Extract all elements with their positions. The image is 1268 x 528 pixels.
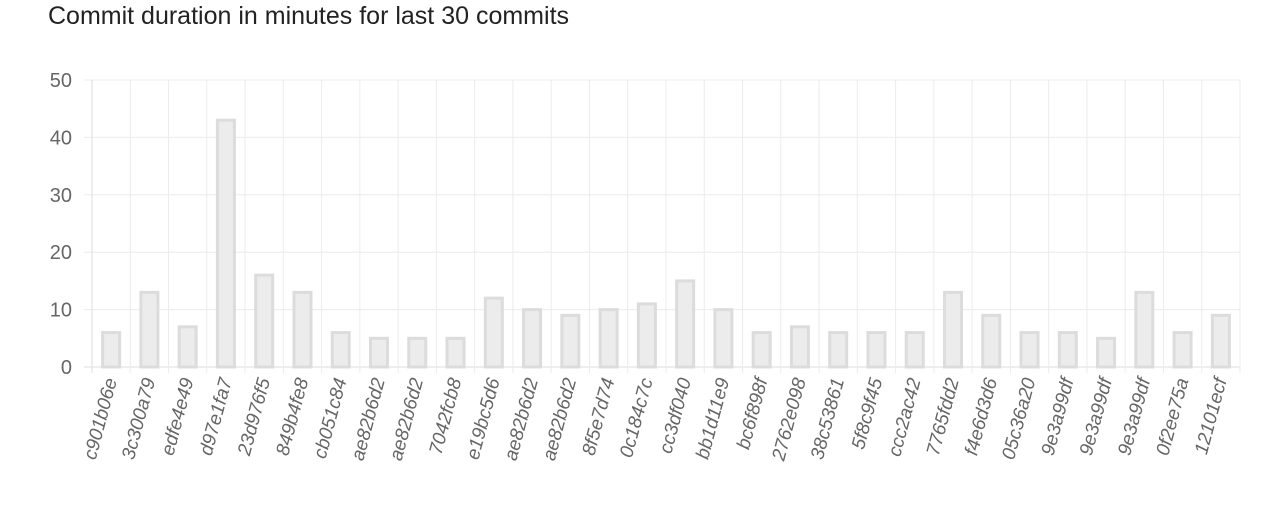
x-tick-label: ae82b6d2 xyxy=(386,375,428,463)
x-tick-label: 38c53861 xyxy=(807,376,849,462)
chart-title: Commit duration in minutes for last 30 c… xyxy=(48,2,570,30)
x-tick-label: 9e3a99df xyxy=(1076,374,1117,458)
x-tick-label: f4e6d3d6 xyxy=(961,375,1002,457)
bar[interactable] xyxy=(407,336,428,369)
bar[interactable] xyxy=(828,331,849,369)
x-tick-label: 8f5e7d74 xyxy=(579,376,620,458)
bar[interactable] xyxy=(751,331,772,369)
x-tick-label: 7765fdd2 xyxy=(923,375,964,457)
bar[interactable] xyxy=(101,331,122,369)
bar[interactable] xyxy=(598,308,619,369)
x-tick-label: 849b4fe8 xyxy=(273,375,314,457)
x-tick-label: c901b06e xyxy=(80,376,122,462)
bar[interactable] xyxy=(981,313,1002,369)
bar[interactable] xyxy=(636,302,657,369)
x-tick-label: 5f8c9f45 xyxy=(848,375,887,451)
bar[interactable] xyxy=(369,336,389,369)
x-tick-label: d97e1fa7 xyxy=(196,374,237,457)
bar[interactable] xyxy=(483,296,504,369)
bar[interactable] xyxy=(1172,331,1193,369)
x-tick-label: 0c184c7c xyxy=(616,375,657,459)
x-tick-label: ae82b6d2 xyxy=(539,375,581,463)
y-tick-label: 20 xyxy=(50,242,72,264)
x-tick-label: bb1d11e9 xyxy=(692,375,734,461)
x-tick-label: 12101ecf xyxy=(1191,374,1232,457)
bar[interactable] xyxy=(789,325,810,369)
y-tick-label: 10 xyxy=(50,300,72,322)
x-tick-label: ae82b6d2 xyxy=(348,375,390,463)
x-tick-label: 9e3a99df xyxy=(1114,374,1155,458)
bar[interactable] xyxy=(330,331,351,369)
x-tick-label: 7042fcb8 xyxy=(426,375,467,456)
bar[interactable] xyxy=(1019,331,1040,369)
x-tick-label: cb051c84 xyxy=(310,376,352,461)
bar[interactable] xyxy=(866,331,887,369)
x-tick-label: 9e3a99df xyxy=(1038,374,1079,458)
x-tick-label: cc3df040 xyxy=(656,375,696,455)
y-tick-label: 40 xyxy=(50,127,72,149)
x-tick-label: 23d976f5 xyxy=(234,375,275,458)
x-tick-label: e19bc5d6 xyxy=(463,375,505,461)
bar[interactable] xyxy=(1096,336,1117,369)
bar[interactable] xyxy=(675,279,696,369)
bar[interactable] xyxy=(139,290,160,369)
bar[interactable] xyxy=(522,308,543,369)
bar[interactable] xyxy=(713,308,734,369)
bar[interactable] xyxy=(177,325,198,369)
x-tick-label: 3c300a79 xyxy=(118,375,160,461)
x-tick-label: ae82b6d2 xyxy=(501,375,543,463)
bar[interactable] xyxy=(445,336,466,369)
y-axis-ticks: 0 10 20 30 40 50 xyxy=(50,70,72,379)
bar[interactable] xyxy=(943,290,963,369)
bar[interactable] xyxy=(254,273,275,369)
bar[interactable] xyxy=(215,118,236,369)
y-tick-label: 50 xyxy=(50,70,72,92)
x-tick-label: 05c36a20 xyxy=(998,375,1040,461)
bar[interactable] xyxy=(1057,331,1078,369)
bars xyxy=(101,118,1231,369)
bar[interactable] xyxy=(560,313,581,369)
y-tick-label: 0 xyxy=(61,357,72,379)
y-tick-label: 30 xyxy=(50,185,72,207)
bar[interactable] xyxy=(1210,313,1231,369)
bar[interactable] xyxy=(292,290,313,369)
x-tick-label: ccc2ac42 xyxy=(885,375,926,458)
grid-lines xyxy=(84,79,1241,373)
bar[interactable] xyxy=(1134,290,1155,369)
x-axis-ticks: c901b06e3c300a79edfe4e49d97e1fa723d976f5… xyxy=(80,374,1232,464)
bar[interactable] xyxy=(904,331,925,369)
x-tick-label: 2762e098 xyxy=(768,375,811,463)
x-tick-label: bc6f898f xyxy=(733,374,773,452)
x-tick-label: edfe4e49 xyxy=(158,375,199,457)
x-tick-label: 0f2ee75a xyxy=(1153,376,1194,458)
